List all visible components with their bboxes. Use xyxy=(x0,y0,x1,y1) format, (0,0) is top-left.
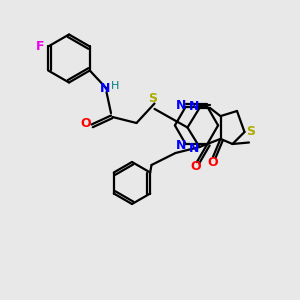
Text: F: F xyxy=(36,40,44,53)
Text: N: N xyxy=(176,139,186,152)
Text: H: H xyxy=(111,80,119,91)
Text: N: N xyxy=(100,82,110,95)
Text: S: S xyxy=(246,125,255,138)
Text: O: O xyxy=(81,117,92,130)
Text: N: N xyxy=(189,100,199,113)
Text: N: N xyxy=(189,142,199,155)
Text: N: N xyxy=(176,99,186,112)
Text: O: O xyxy=(190,160,201,173)
Text: S: S xyxy=(148,92,158,106)
Text: O: O xyxy=(207,156,218,169)
